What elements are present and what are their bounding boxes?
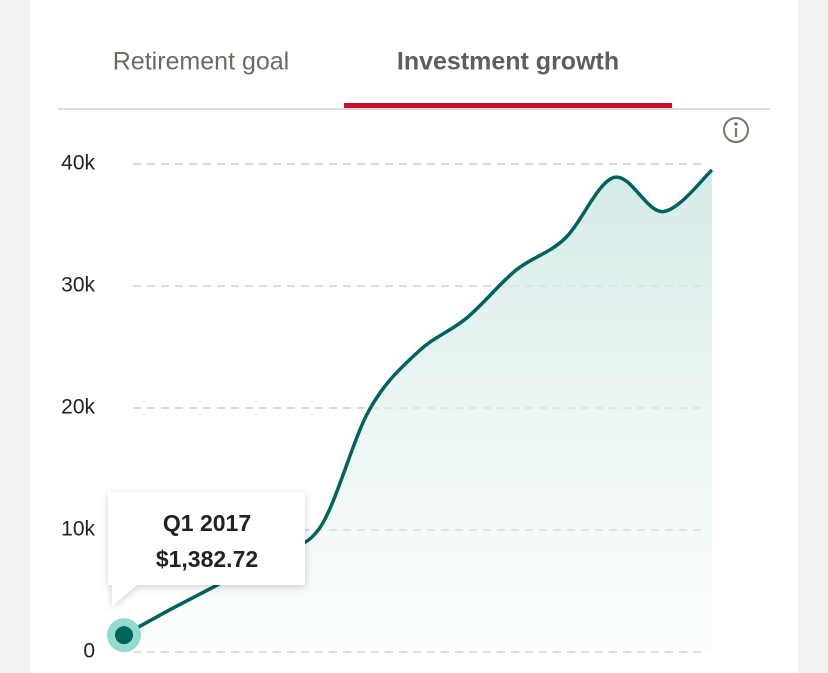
y-tick-label: 40k — [61, 152, 95, 175]
tooltip — [108, 492, 305, 606]
tooltip-box — [108, 492, 305, 606]
plot: 0 10k 20k 30k 40k Q1 2017 $1,382.72 — [61, 152, 714, 663]
info-icon[interactable] — [723, 117, 749, 143]
marker — [115, 626, 133, 645]
tab[interactable]: Investment growth — [397, 48, 619, 76]
active-tab-indicator — [344, 103, 672, 108]
y-tick-label: 0 — [83, 640, 95, 663]
tooltip-label: Q1 2017 — [163, 510, 251, 536]
area — [124, 170, 712, 652]
y-tick-label: 10k — [61, 518, 95, 541]
tab[interactable]: Retirement goal — [113, 48, 289, 76]
y-tick-label: 30k — [61, 274, 95, 297]
tooltip-value: $1,382.72 — [156, 546, 258, 572]
y-tick-label: 20k — [61, 396, 95, 419]
